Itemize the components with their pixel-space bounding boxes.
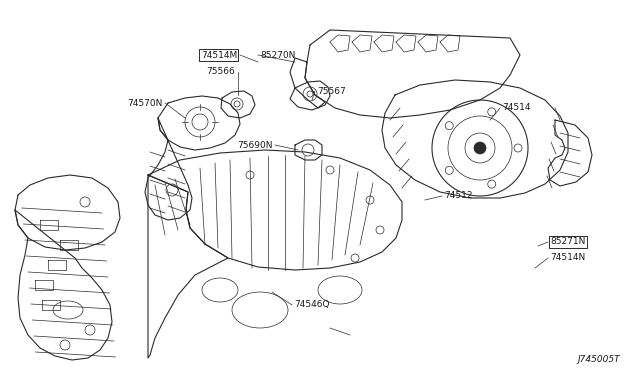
Text: 74514N: 74514N [550, 253, 585, 263]
Text: 75567: 75567 [317, 87, 346, 96]
Text: 75566: 75566 [206, 67, 235, 77]
Text: 85270N: 85270N [260, 51, 296, 60]
Text: 74546Q: 74546Q [294, 301, 330, 310]
Text: 75690N: 75690N [237, 141, 273, 150]
Text: 74514M: 74514M [201, 51, 237, 60]
Text: 74570N: 74570N [127, 99, 163, 108]
Text: J745005T: J745005T [577, 356, 620, 365]
Text: 74512: 74512 [444, 192, 472, 201]
Circle shape [474, 142, 486, 154]
Text: 85271N: 85271N [550, 237, 586, 247]
Text: 74514: 74514 [502, 103, 531, 112]
